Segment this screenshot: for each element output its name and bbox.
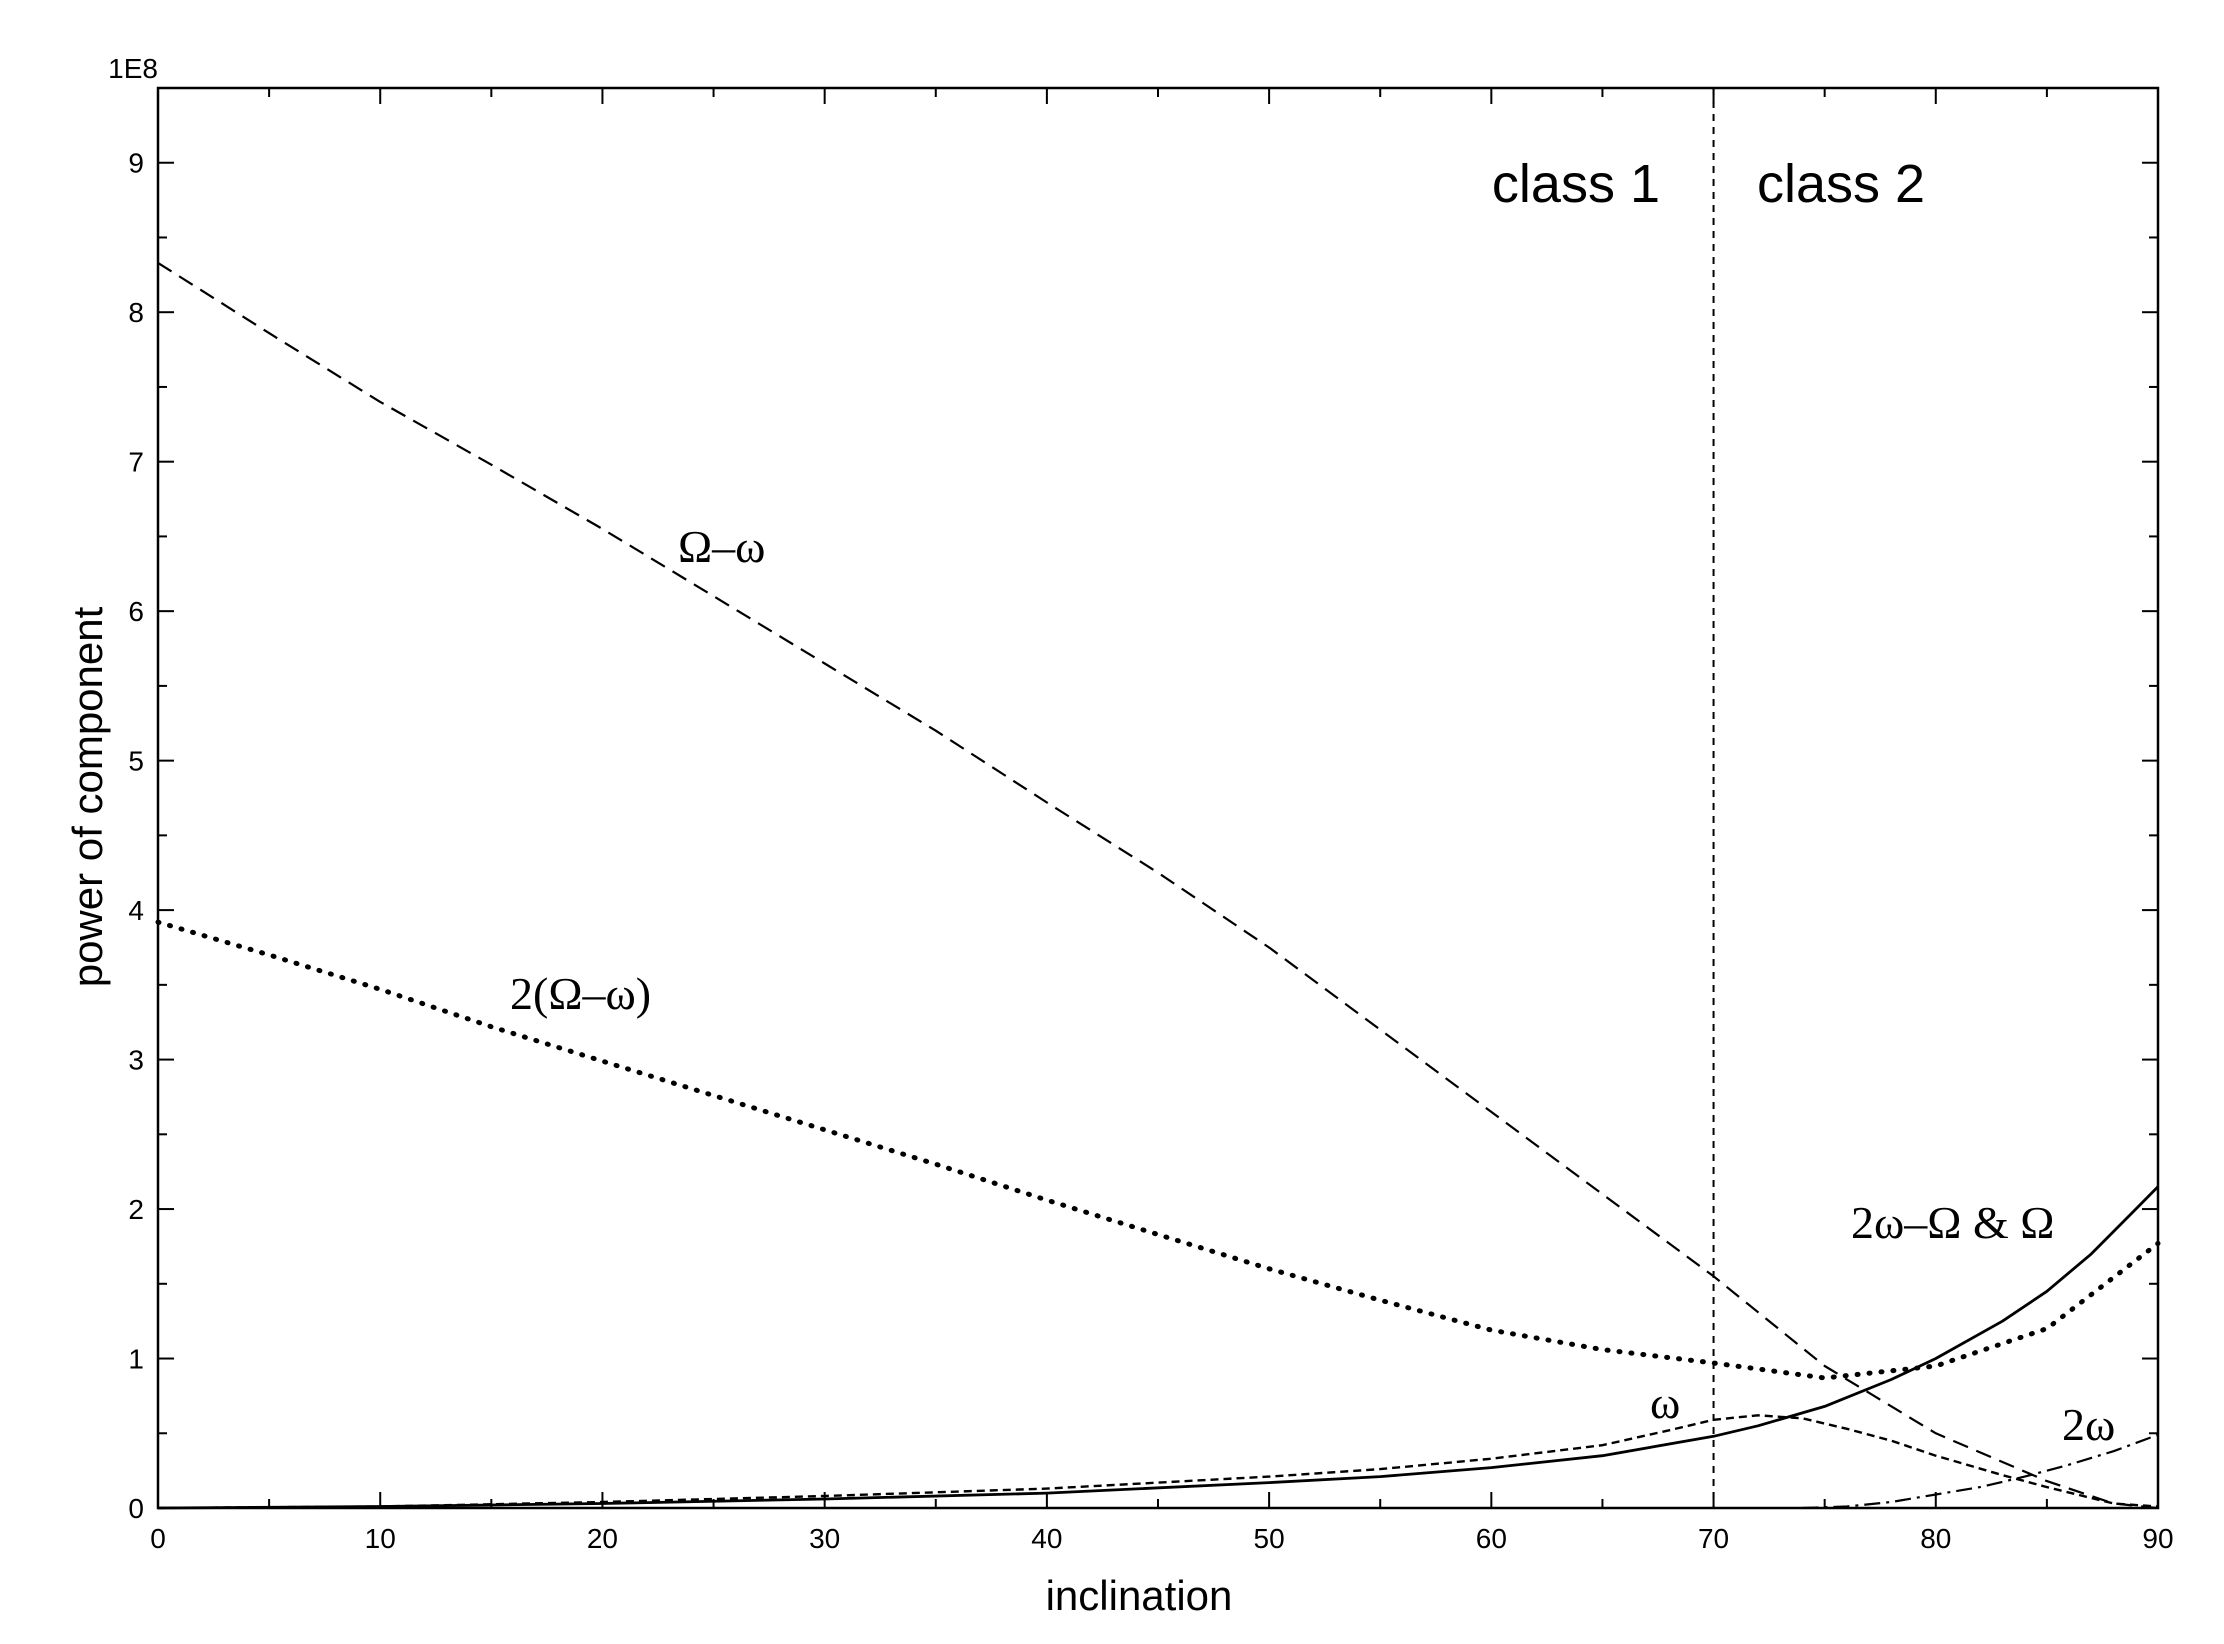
y-tick-label: 4 — [128, 895, 144, 926]
series-line-0 — [157, 261, 2159, 1510]
x-tick-label: 60 — [1476, 1523, 1507, 1554]
region-label-class-2: class 2 — [1757, 154, 1925, 214]
y-tick-label: 6 — [128, 596, 144, 627]
series-label-2omega-minus-omega-and-omega: 2ω–Ω & Ω — [1851, 1197, 2054, 1248]
y-tick-label: 3 — [128, 1045, 144, 1076]
x-tick-label: 30 — [809, 1523, 840, 1554]
series-line-1 — [155, 919, 2161, 1381]
x-tick-label: 10 — [365, 1523, 396, 1554]
x-tick-label: 50 — [1254, 1523, 1285, 1554]
y-tick-label: 2 — [128, 1194, 144, 1225]
x-tick-label: 0 — [150, 1523, 166, 1554]
series-line-4 — [1802, 1433, 2159, 1510]
series-label-omega: ω — [1650, 1377, 1680, 1428]
y-tick-label: 0 — [128, 1493, 144, 1524]
region-label-class-1: class 1 — [1492, 154, 1660, 214]
x-tick-label: 80 — [1920, 1523, 1951, 1554]
series-label-omega-minus-omega: Ω–ω — [678, 521, 765, 572]
y-tick-label: 8 — [128, 297, 144, 328]
y-tick-label: 1 — [128, 1344, 144, 1375]
x-tick-label: 40 — [1031, 1523, 1062, 1554]
series-line-3 — [157, 1414, 2159, 1510]
x-tick-label: 20 — [587, 1523, 618, 1554]
y-axis-title: power of component — [64, 606, 111, 987]
y-ticks: 0 1 2 3 4 5 6 7 8 9 — [128, 87, 2158, 1524]
x-tick-label: 70 — [1698, 1523, 1729, 1554]
y-tick-label: 5 — [128, 746, 144, 777]
series-label-2omega: 2ω — [2062, 1399, 2115, 1450]
y-tick-label: 9 — [128, 148, 144, 179]
y-tick-label: 7 — [128, 447, 144, 478]
series-layer — [155, 261, 2161, 1510]
y-multiplier-label: 1E8 — [108, 53, 158, 84]
x-tick-label: 90 — [2142, 1523, 2173, 1554]
series-line-2 — [157, 1185, 2159, 1510]
series-label-2-omega-minus-omega: 2(Ω–ω) — [510, 968, 651, 1019]
x-ticks: 0 10 20 30 40 50 60 70 80 90 — [150, 88, 2174, 1554]
x-axis-title: inclination — [1046, 1572, 1233, 1619]
plot-frame — [156, 86, 2160, 1510]
